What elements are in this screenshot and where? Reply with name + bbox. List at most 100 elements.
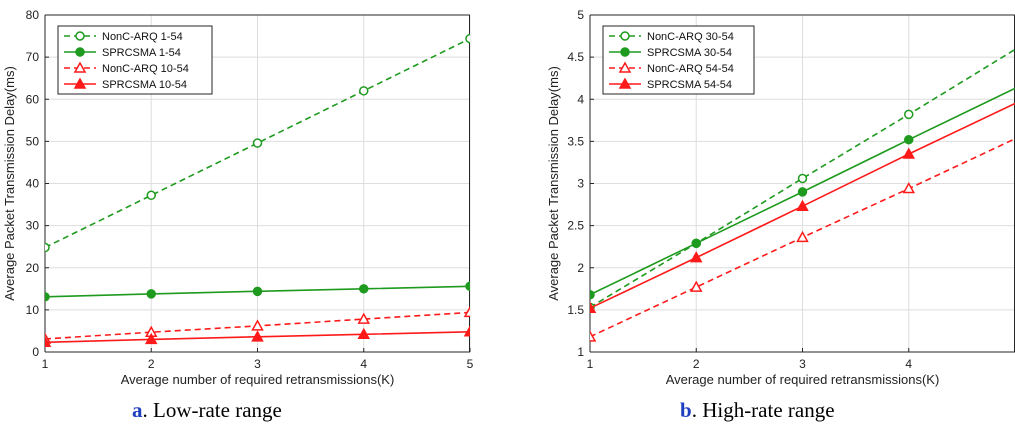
data-point bbox=[357, 312, 371, 324]
y-tick-label: 40 bbox=[26, 177, 40, 191]
caption-a-text: . Low-rate range bbox=[142, 398, 282, 422]
data-point bbox=[45, 292, 50, 302]
data-point bbox=[796, 199, 809, 211]
y-tick-label: 0 bbox=[32, 345, 39, 359]
data-point bbox=[144, 332, 158, 345]
legend-item: NonC-ARQ 54-54 bbox=[609, 61, 734, 75]
y-tick-label: 1 bbox=[577, 345, 584, 359]
legend-label: NonC-ARQ 10-54 bbox=[102, 63, 189, 75]
y-tick-label: 60 bbox=[26, 92, 40, 106]
x-tick-label: 3 bbox=[254, 357, 261, 371]
data-point bbox=[465, 281, 470, 292]
data-point bbox=[463, 305, 470, 318]
plot-area bbox=[45, 33, 470, 348]
legend-label: NonC-ARQ 1-54 bbox=[102, 31, 183, 43]
data-point bbox=[45, 242, 50, 253]
y-tick-label: 3 bbox=[577, 177, 584, 191]
data-point bbox=[904, 134, 914, 145]
data-point bbox=[691, 238, 701, 249]
x-tick-label: 1 bbox=[587, 357, 594, 371]
caption-a-letter: a bbox=[132, 398, 143, 422]
y-tick-label: 10 bbox=[26, 303, 40, 317]
legend: NonC-ARQ 30-54 SPRCSMA 30-54 NonC-ARQ 54-5… bbox=[602, 25, 755, 95]
data-point bbox=[359, 284, 369, 294]
data-point bbox=[590, 301, 597, 313]
data-point bbox=[146, 190, 156, 201]
legend-item: NonC-ARQ 30-54 bbox=[609, 31, 734, 43]
data-point bbox=[590, 330, 597, 342]
data-point bbox=[357, 327, 371, 340]
data-point bbox=[251, 330, 264, 342]
y-tick-label: 4 bbox=[577, 92, 584, 106]
y-tick-label: 80 bbox=[26, 8, 40, 22]
legend-marker bbox=[73, 61, 87, 73]
legend-label: SPRCSMA 1-54 bbox=[102, 47, 181, 59]
y-tick-label: 1.5 bbox=[567, 303, 584, 317]
legend-marker bbox=[618, 77, 632, 89]
data-point bbox=[590, 289, 595, 300]
legend-label: SPRCSMA 30-54 bbox=[647, 47, 732, 59]
legend-marker bbox=[618, 61, 632, 73]
legend-item: SPRCSMA 1-54 bbox=[64, 47, 181, 59]
data-point bbox=[45, 335, 52, 348]
data-point bbox=[463, 325, 470, 337]
caption-b-text: . High-rate range bbox=[691, 398, 835, 422]
data-point bbox=[252, 138, 263, 148]
x-tick-label: 5 bbox=[467, 357, 474, 371]
caption-b-letter: b bbox=[680, 398, 692, 422]
data-point bbox=[797, 173, 808, 184]
legend-label: NonC-ARQ 30-54 bbox=[647, 31, 734, 43]
caption-a: a. Low-rate range bbox=[132, 398, 282, 423]
y-axis-label: Average Packet Transmission Delay(ms) bbox=[2, 66, 17, 301]
y-tick-label: 4.5 bbox=[567, 50, 584, 64]
legend-item: SPRCSMA 30-54 bbox=[609, 47, 732, 59]
legend-label: SPRCSMA 10-54 bbox=[102, 79, 187, 91]
x-axis-label: Average number of required retransmissio… bbox=[666, 372, 940, 387]
data-point bbox=[796, 230, 809, 243]
x-tick-label: 4 bbox=[905, 357, 912, 371]
series-line bbox=[590, 48, 1015, 308]
y-tick-label: 2 bbox=[577, 261, 584, 275]
data-point bbox=[797, 187, 808, 197]
legend-marker bbox=[73, 77, 87, 89]
y-tick-label: 30 bbox=[26, 219, 40, 233]
y-tick-label: 3.5 bbox=[567, 134, 584, 148]
y-tick-label: 20 bbox=[26, 261, 40, 275]
y-tick-label: 2.5 bbox=[567, 219, 584, 233]
x-tick-label: 1 bbox=[42, 357, 49, 371]
y-tick-label: 5 bbox=[577, 8, 584, 22]
data-point bbox=[902, 182, 916, 194]
data-point bbox=[359, 86, 369, 96]
legend-item: NonC-ARQ 1-54 bbox=[64, 31, 183, 43]
y-tick-label: 50 bbox=[26, 134, 40, 148]
data-point bbox=[689, 251, 703, 263]
legend-label: SPRCSMA 54-54 bbox=[647, 79, 732, 91]
legend-marker bbox=[620, 47, 630, 57]
legend-marker bbox=[620, 31, 630, 41]
x-axis-label: Average number of required retransmissio… bbox=[121, 372, 395, 387]
data-point bbox=[251, 319, 264, 331]
legend-marker bbox=[75, 31, 85, 41]
data-point bbox=[689, 280, 703, 292]
data-point bbox=[252, 286, 263, 297]
legend: NonC-ARQ 1-54 SPRCSMA 1-54 NonC-ARQ 10-54 S… bbox=[57, 25, 213, 95]
x-tick-label: 3 bbox=[799, 357, 806, 371]
x-tick-label: 2 bbox=[693, 357, 700, 371]
legend-marker bbox=[75, 47, 85, 57]
plot-area bbox=[590, 48, 1015, 342]
y-axis-label: Average Packet Transmission Delay(ms) bbox=[546, 66, 561, 301]
x-tick-label: 4 bbox=[360, 357, 367, 371]
legend-item: NonC-ARQ 10-54 bbox=[64, 61, 189, 75]
legend-label: NonC-ARQ 54-54 bbox=[647, 63, 734, 75]
chart-high-rate: 1 2 3 4 1 1.5 2 2.5 3 3.5 4 4.5 5 Average number of r… bbox=[546, 8, 1015, 387]
series-line bbox=[45, 37, 470, 249]
legend-item: SPRCSMA 10-54 bbox=[64, 77, 187, 91]
caption-b: b. High-rate range bbox=[680, 398, 835, 423]
y-tick-label: 70 bbox=[26, 50, 40, 64]
legend-item: SPRCSMA 54-54 bbox=[609, 77, 732, 91]
data-point bbox=[902, 147, 916, 159]
data-point bbox=[904, 109, 914, 120]
data-point bbox=[146, 289, 156, 299]
